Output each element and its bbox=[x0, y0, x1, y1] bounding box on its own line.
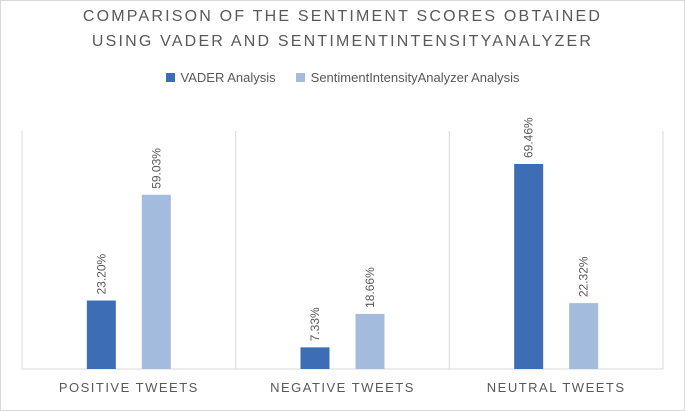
category-label-0: POSITIVE TWEETS bbox=[59, 380, 199, 395]
legend: VADER Analysis SentimentIntensityAnalyze… bbox=[0, 70, 685, 85]
data-label-vader-2: 69.46% bbox=[522, 117, 536, 158]
bar-sia-1 bbox=[355, 313, 385, 369]
bar-sia-2 bbox=[569, 303, 599, 369]
bar-vader-0 bbox=[86, 300, 116, 369]
data-label-sia-1: 18.66% bbox=[363, 267, 377, 308]
legend-item-vader: VADER Analysis bbox=[165, 70, 276, 85]
legend-label-vader: VADER Analysis bbox=[180, 70, 276, 85]
bar-vader-1 bbox=[300, 347, 330, 369]
bar-sia-0 bbox=[141, 194, 171, 369]
data-label-vader-1: 7.33% bbox=[308, 307, 322, 341]
chart-title-line-1: COMPARISON OF THE SENTIMENT SCORES OBTAI… bbox=[82, 8, 603, 25]
category-label-2: NEUTRAL TWEETS bbox=[487, 380, 626, 395]
data-label-sia-2: 22.32% bbox=[577, 256, 591, 297]
legend-swatch-vader bbox=[165, 73, 175, 82]
legend-item-sia: SentimentIntensityAnalyzer Analysis bbox=[295, 70, 520, 85]
legend-label-sia: SentimentIntensityAnalyzer Analysis bbox=[310, 70, 520, 85]
data-label-sia-0: 59.03% bbox=[149, 148, 163, 189]
legend-swatch-sia bbox=[295, 73, 305, 82]
bar-vader-2 bbox=[514, 164, 544, 369]
data-label-vader-0: 23.20% bbox=[94, 253, 108, 294]
chart-title-line-2: USING VADER AND SENTIMENTINTENSITYANALYZ… bbox=[91, 33, 594, 50]
category-label-1: NEGATIVE TWEETS bbox=[270, 380, 415, 395]
